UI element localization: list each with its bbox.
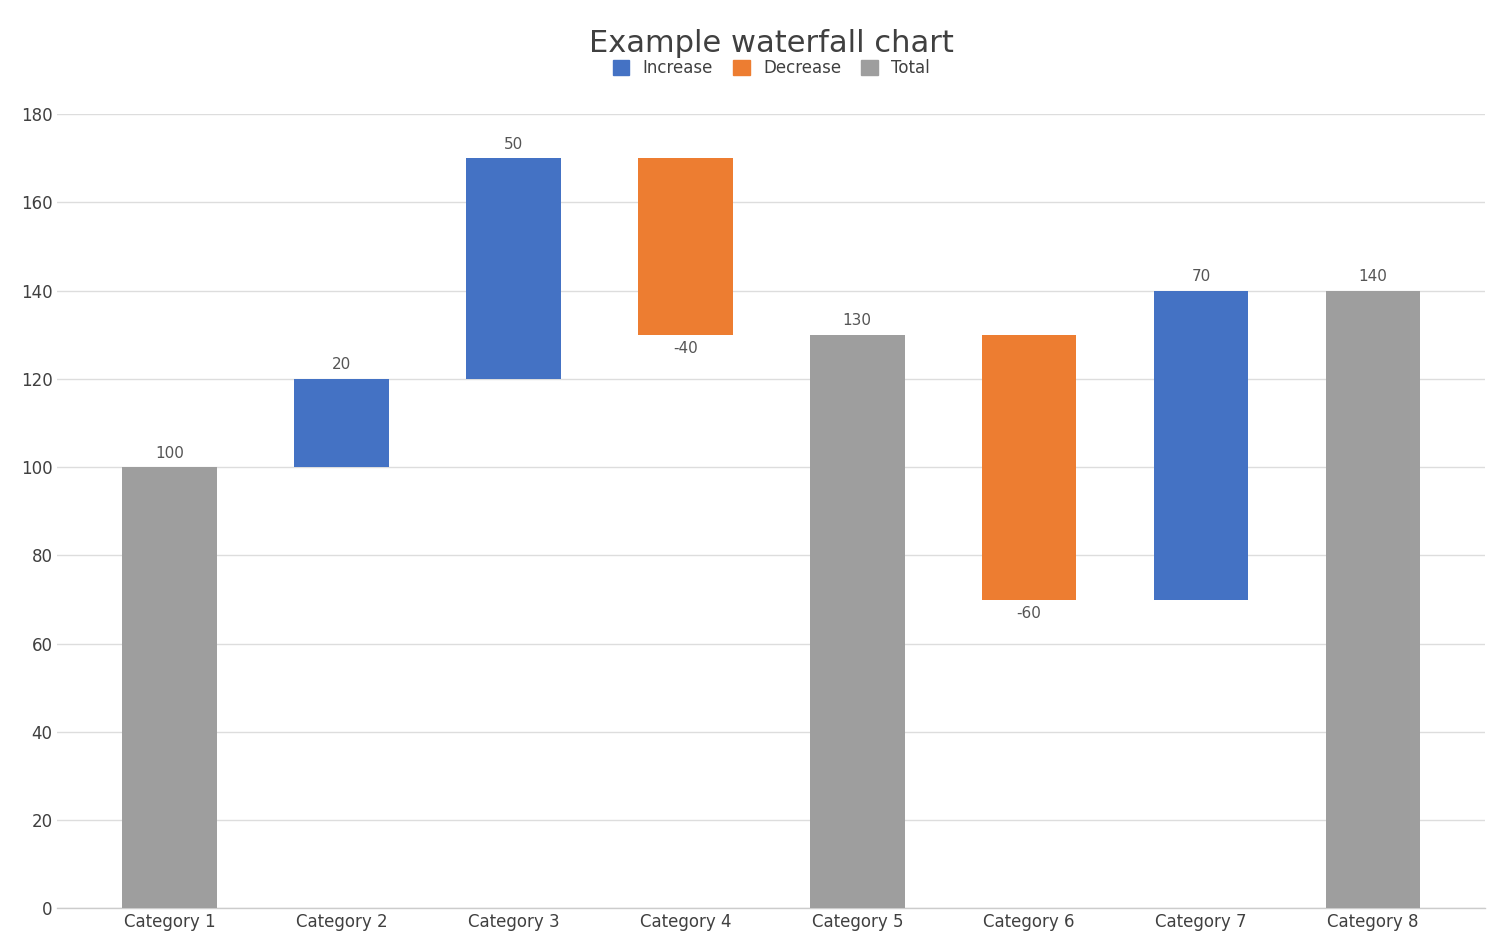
Text: 70: 70 bbox=[1191, 269, 1211, 284]
Legend: Increase, Decrease, Total: Increase, Decrease, Total bbox=[604, 51, 938, 86]
Text: 130: 130 bbox=[843, 313, 872, 328]
Bar bbox=[639, 158, 732, 335]
Text: 140: 140 bbox=[1358, 269, 1387, 284]
Bar bbox=[1325, 290, 1420, 908]
Text: 100: 100 bbox=[155, 446, 184, 461]
Bar bbox=[982, 335, 1077, 600]
Text: 20: 20 bbox=[331, 357, 351, 372]
Title: Example waterfall chart: Example waterfall chart bbox=[589, 29, 953, 58]
Text: 50: 50 bbox=[505, 137, 523, 151]
Bar bbox=[1154, 290, 1248, 600]
Text: -40: -40 bbox=[673, 342, 697, 356]
Bar bbox=[122, 467, 217, 908]
Bar bbox=[294, 379, 389, 467]
Bar bbox=[467, 158, 560, 379]
Bar bbox=[810, 335, 905, 908]
Text: -60: -60 bbox=[1017, 606, 1042, 621]
